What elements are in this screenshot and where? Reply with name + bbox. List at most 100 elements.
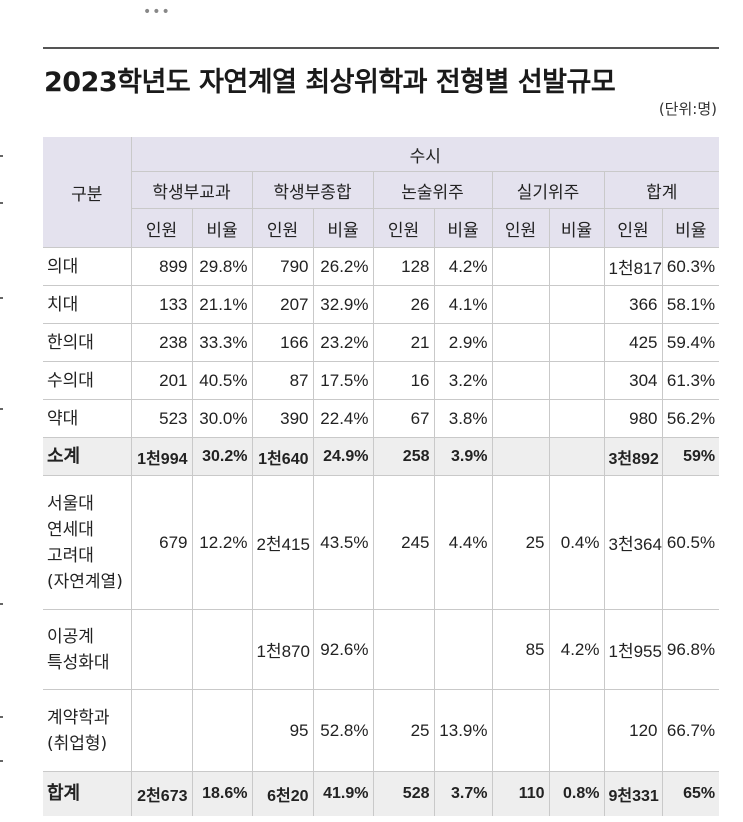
more-options-icon[interactable]: ••• bbox=[143, 4, 171, 20]
count-cell: 21 bbox=[373, 323, 435, 362]
title-rule bbox=[43, 47, 719, 49]
count-cell: 980 bbox=[604, 399, 663, 438]
row-label: 서울대 연세대 고려대 (자연계열) bbox=[43, 475, 132, 610]
ratio-cell bbox=[549, 323, 605, 362]
ratio-cell: 4.2% bbox=[549, 609, 605, 690]
page-title: 2023학년도 자연계열 최상위학과 전형별 선발규모 bbox=[44, 67, 616, 98]
count-cell: 258 bbox=[373, 437, 435, 476]
count-cell bbox=[492, 247, 550, 286]
row-label-line: 고려대 bbox=[47, 545, 94, 566]
ratio-cell: 0.4% bbox=[549, 475, 605, 610]
category-header: 학생부교과 bbox=[131, 171, 253, 209]
count-cell: 9천331 bbox=[604, 771, 663, 816]
count-cell: 1천994 bbox=[131, 437, 193, 476]
count-cell: 95 bbox=[252, 689, 314, 772]
ratio-cell: 33.3% bbox=[192, 323, 253, 362]
row-label: 이공계 특성화대 bbox=[43, 609, 132, 690]
ratio-cell: 17.5% bbox=[313, 361, 374, 400]
table-row: 소계 1천994 30.2% 1천640 24.9% 258 3.9% 3천892 59% bbox=[43, 437, 720, 476]
row-label-line: (취업형) bbox=[47, 733, 108, 754]
ratio-cell: 92.6% bbox=[313, 609, 374, 690]
ratio-cell: 60.3% bbox=[662, 247, 720, 286]
subcol-header: 인원 bbox=[252, 208, 314, 248]
ratio-cell: 66.7% bbox=[662, 689, 720, 772]
row-label-line: 서울대 bbox=[47, 493, 94, 514]
row-label-line: (자연계열) bbox=[47, 571, 123, 592]
table-row: 한의대 238 33.3% 166 23.2% 21 2.9% 425 59.4% bbox=[43, 323, 720, 362]
ratio-cell: 60.5% bbox=[662, 475, 720, 610]
row-label: 소계 bbox=[43, 437, 132, 476]
count-cell: 1천640 bbox=[252, 437, 314, 476]
row-label: 의대 bbox=[43, 247, 132, 286]
count-cell: 3천892 bbox=[604, 437, 663, 476]
table-row: 이공계 특성화대 1천870 92.6% 85 4.2% 1천955 96.8% bbox=[43, 609, 720, 690]
ratio-cell bbox=[549, 361, 605, 400]
ratio-cell: 3.8% bbox=[434, 399, 493, 438]
ratio-cell: 96.8% bbox=[662, 609, 720, 690]
count-cell: 67 bbox=[373, 399, 435, 438]
subcol-header: 비율 bbox=[313, 208, 374, 248]
subcol-header: 비율 bbox=[434, 208, 493, 248]
count-cell: 128 bbox=[373, 247, 435, 286]
page-edge-mark bbox=[0, 408, 3, 410]
count-cell: 899 bbox=[131, 247, 193, 286]
table-row: 계약학과 (취업형) 95 52.8% 25 13.9% 120 66.7% bbox=[43, 689, 720, 772]
ratio-cell: 4.1% bbox=[434, 285, 493, 324]
ratio-cell: 0.8% bbox=[549, 771, 605, 816]
count-cell bbox=[131, 689, 193, 772]
ratio-cell: 43.5% bbox=[313, 475, 374, 610]
table-row: 약대 523 30.0% 390 22.4% 67 3.8% 980 56.2% bbox=[43, 399, 720, 438]
row-label: 계약학과 (취업형) bbox=[43, 689, 132, 772]
count-cell: 25 bbox=[492, 475, 550, 610]
ratio-cell: 52.8% bbox=[313, 689, 374, 772]
ratio-cell: 13.9% bbox=[434, 689, 493, 772]
page-edge-mark bbox=[0, 603, 3, 605]
count-cell: 528 bbox=[373, 771, 435, 816]
count-cell: 1천817 bbox=[604, 247, 663, 286]
count-cell: 1천955 bbox=[604, 609, 663, 690]
count-cell: 1천870 bbox=[252, 609, 314, 690]
count-cell bbox=[492, 323, 550, 362]
table-row: 합계 2천673 18.6% 6천20 41.9% 528 3.7% 110 0.8% 9천331… bbox=[43, 771, 720, 816]
ratio-cell: 22.4% bbox=[313, 399, 374, 438]
count-cell: 2천415 bbox=[252, 475, 314, 610]
count-cell: 133 bbox=[131, 285, 193, 324]
table-row: 서울대 연세대 고려대 (자연계열) 679 12.2% 2천415 43.5% 245 4.4%… bbox=[43, 475, 720, 610]
count-cell: 110 bbox=[492, 771, 550, 816]
count-cell bbox=[492, 437, 550, 476]
count-cell: 523 bbox=[131, 399, 193, 438]
subcol-header: 인원 bbox=[492, 208, 550, 248]
subcol-header: 비율 bbox=[192, 208, 253, 248]
count-cell bbox=[492, 285, 550, 324]
row-label: 수의대 bbox=[43, 361, 132, 400]
subcol-header: 인원 bbox=[373, 208, 435, 248]
count-cell bbox=[492, 399, 550, 438]
count-cell: 425 bbox=[604, 323, 663, 362]
count-cell: 2천673 bbox=[131, 771, 193, 816]
ratio-cell bbox=[549, 247, 605, 286]
ratio-cell: 59.4% bbox=[662, 323, 720, 362]
page-edge-mark bbox=[0, 760, 3, 762]
count-cell: 790 bbox=[252, 247, 314, 286]
ratio-cell: 2.9% bbox=[434, 323, 493, 362]
ratio-cell: 41.9% bbox=[313, 771, 374, 816]
ratio-cell: 3.7% bbox=[434, 771, 493, 816]
count-cell: 87 bbox=[252, 361, 314, 400]
subcol-header: 인원 bbox=[604, 208, 663, 248]
ratio-cell bbox=[192, 609, 253, 690]
count-cell: 166 bbox=[252, 323, 314, 362]
ratio-cell bbox=[192, 689, 253, 772]
ratio-cell: 3.2% bbox=[434, 361, 493, 400]
count-cell: 207 bbox=[252, 285, 314, 324]
ratio-cell: 23.2% bbox=[313, 323, 374, 362]
header-row-group: 구분 수시 bbox=[43, 137, 720, 248]
count-cell: 25 bbox=[373, 689, 435, 772]
table-row: 치대 133 21.1% 207 32.9% 26 4.1% 366 58.1% bbox=[43, 285, 720, 324]
page-edge-mark bbox=[0, 155, 3, 157]
table-row: 의대 899 29.8% 790 26.2% 128 4.2% 1천817 60.3% bbox=[43, 247, 720, 286]
row-label: 치대 bbox=[43, 285, 132, 324]
ratio-cell: 21.1% bbox=[192, 285, 253, 324]
category-header: 합계 bbox=[604, 171, 720, 209]
count-cell: 238 bbox=[131, 323, 193, 362]
ratio-cell: 40.5% bbox=[192, 361, 253, 400]
